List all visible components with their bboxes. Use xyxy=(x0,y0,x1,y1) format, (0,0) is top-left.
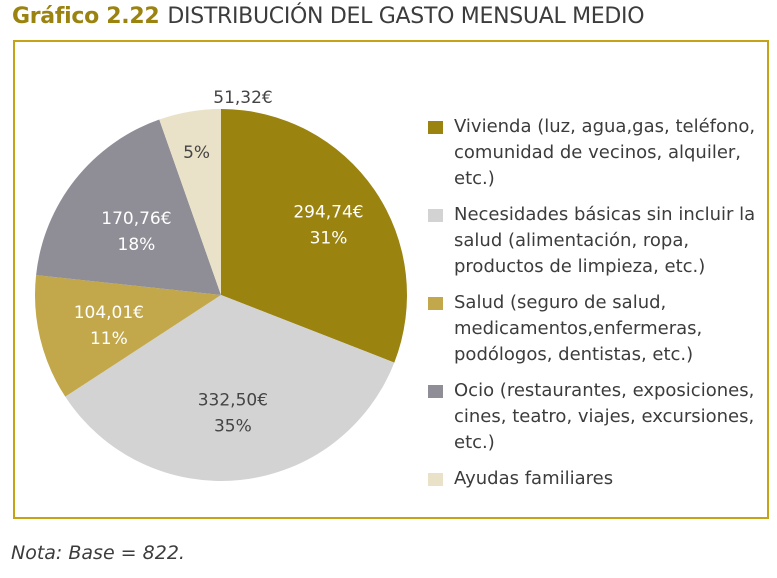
pie-percent-ayudas: 5% xyxy=(183,143,210,163)
legend-label-ayudas: Ayudas familiares xyxy=(454,468,614,489)
legend-swatch-ayudas xyxy=(428,473,443,486)
pie-label-ocio: 170,76€ 18% xyxy=(101,209,171,255)
chart-frame xyxy=(13,40,769,519)
legend-swatch-salud xyxy=(428,297,443,310)
legend-swatch-necesidades xyxy=(428,209,443,222)
legend: Vivienda (luz, agua,gas, teléfono, comun… xyxy=(428,114,764,502)
legend-item-necesidades: Necesidades básicas sin incluir la salud… xyxy=(428,202,764,280)
pie-slice-vivienda xyxy=(221,109,407,363)
pie-label-necesidades: 332,50€ 35% xyxy=(198,391,268,437)
pie-label-salud: 104,01€ 11% xyxy=(74,303,144,349)
pie-label-vivienda: 294,74€ 31% xyxy=(293,203,363,249)
legend-label-vivienda: Vivienda (luz, agua,gas, teléfono, comun… xyxy=(454,116,756,189)
pie-slice-necesidades xyxy=(65,295,395,481)
legend-item-ayudas: Ayudas familiares xyxy=(428,466,764,492)
chart-note: Nota: Base = 822. xyxy=(11,542,185,564)
chart-title: Gráfico 2.22 DISTRIBUCIÓN DEL GASTO MENSU… xyxy=(12,4,645,29)
legend-label-salud: Salud (seguro de salud, medicamentos,enf… xyxy=(454,292,703,365)
legend-label-necesidades: Necesidades básicas sin incluir la salud… xyxy=(454,204,756,277)
pie-slice-salud xyxy=(34,275,221,397)
pie-labels: 294,74€ 31% 332,50€ 35% 104,01€ 11% 170,76€ 18%… xyxy=(74,88,364,437)
pie-slice-ayudas xyxy=(159,109,221,295)
chart-number: Gráfico 2.22 xyxy=(12,4,160,29)
legend-swatch-ocio xyxy=(428,385,443,398)
legend-item-salud: Salud (seguro de salud, medicamentos,enf… xyxy=(428,290,764,368)
pie-slice-ocio xyxy=(36,119,222,295)
chart-heading: DISTRIBUCIÓN DEL GASTO MENSUAL MEDIO xyxy=(167,4,645,29)
legend-label-ocio: Ocio (restaurantes, exposiciones, cines,… xyxy=(454,380,755,453)
legend-item-ocio: Ocio (restaurantes, exposiciones, cines,… xyxy=(428,378,764,456)
legend-swatch-vivienda xyxy=(428,121,443,134)
pie-slices xyxy=(34,109,407,481)
legend-item-vivienda: Vivienda (luz, agua,gas, teléfono, comun… xyxy=(428,114,764,192)
pie-label-ayudas: 51,32€ xyxy=(213,88,272,108)
